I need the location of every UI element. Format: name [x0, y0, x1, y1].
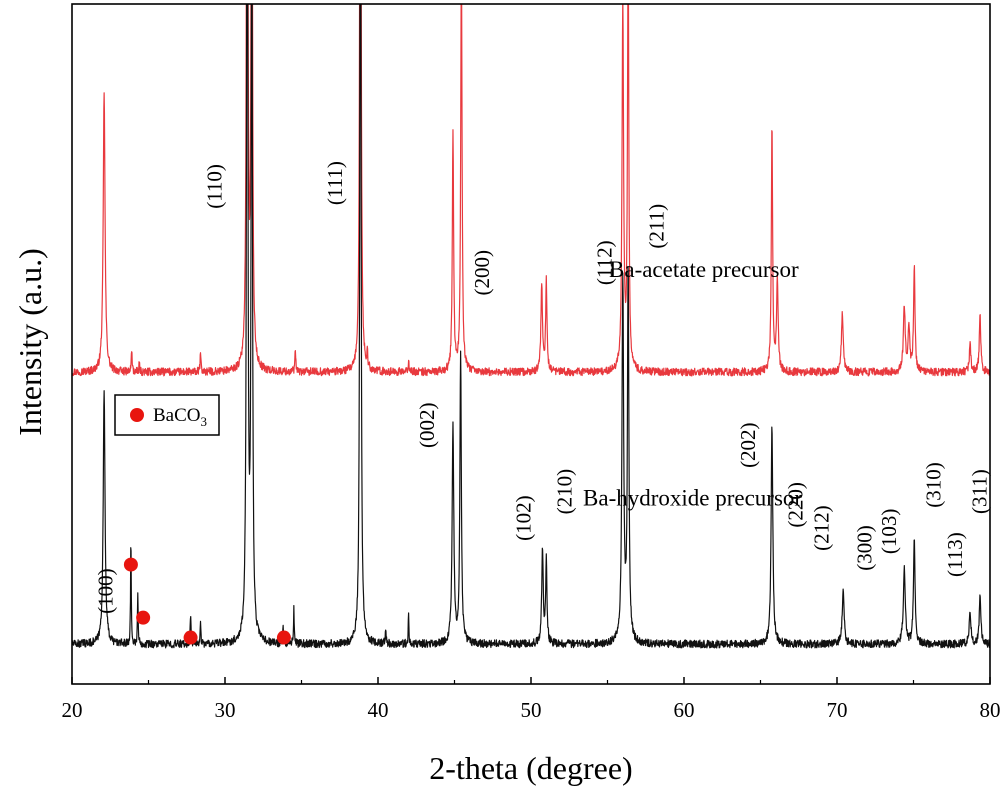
- baco3-marker: [136, 610, 151, 625]
- marker-layer: [123, 557, 291, 645]
- y-axis-title: Intensity (a.u.): [12, 248, 48, 436]
- x-tick-label: 20: [62, 698, 83, 722]
- peak-label: (112): [592, 240, 616, 285]
- peak-label: (212): [810, 505, 834, 551]
- axis-layer: 20 30 40 50 60 70 80: [62, 677, 1001, 722]
- baco3-marker: [276, 630, 291, 645]
- baco3-marker: [183, 630, 198, 645]
- x-tick-label: 30: [215, 698, 236, 722]
- baco3-marker: [123, 557, 138, 572]
- peak-label: (300): [853, 525, 877, 571]
- x-tick-label: 40: [368, 698, 389, 722]
- series-annotation: Ba-acetate precursor: [609, 257, 799, 282]
- legend-label-main: BaCO: [153, 405, 201, 426]
- peak-label: (100): [94, 568, 118, 614]
- peak-label: (002): [415, 403, 439, 449]
- legend: BaCO3: [114, 394, 220, 436]
- x-tick-label: 50: [521, 698, 542, 722]
- legend-marker: [130, 408, 144, 422]
- x-axis-title: 2-theta (degree): [429, 750, 632, 786]
- annotation-layer: Ba-acetate precursor Ba-hydroxide precurs…: [583, 257, 802, 511]
- peak-label: (110): [202, 164, 226, 209]
- peak-label: (211): [644, 204, 668, 249]
- peak-label: (311): [967, 469, 991, 514]
- peak-label: (310): [921, 462, 945, 508]
- series-layer: [72, 4, 990, 649]
- x-tick-label: 70: [827, 698, 848, 722]
- peak-label: (220): [784, 482, 808, 528]
- peak-label: (113): [943, 532, 967, 577]
- x-tick-label: 60: [674, 698, 695, 722]
- peak-label: (103): [877, 509, 901, 555]
- series-annotation: Ba-hydroxide precursor: [583, 486, 802, 511]
- series-line-acetate: [72, 4, 990, 377]
- legend-label-subscript: 3: [201, 414, 208, 429]
- series-line-hydroxide: [72, 4, 990, 649]
- peak-label: (111): [323, 161, 347, 205]
- peak-label: (102): [511, 495, 535, 541]
- peak-label: (210): [553, 469, 577, 515]
- x-tick-label: 80: [980, 698, 1001, 722]
- peak-label: (200): [470, 250, 494, 296]
- legend-label: BaCO3: [153, 405, 207, 429]
- peak-label: (202): [736, 422, 760, 468]
- peak-label-layer: (100) (110) (111) (002) (200) (102) (210) (112)…: [94, 161, 992, 614]
